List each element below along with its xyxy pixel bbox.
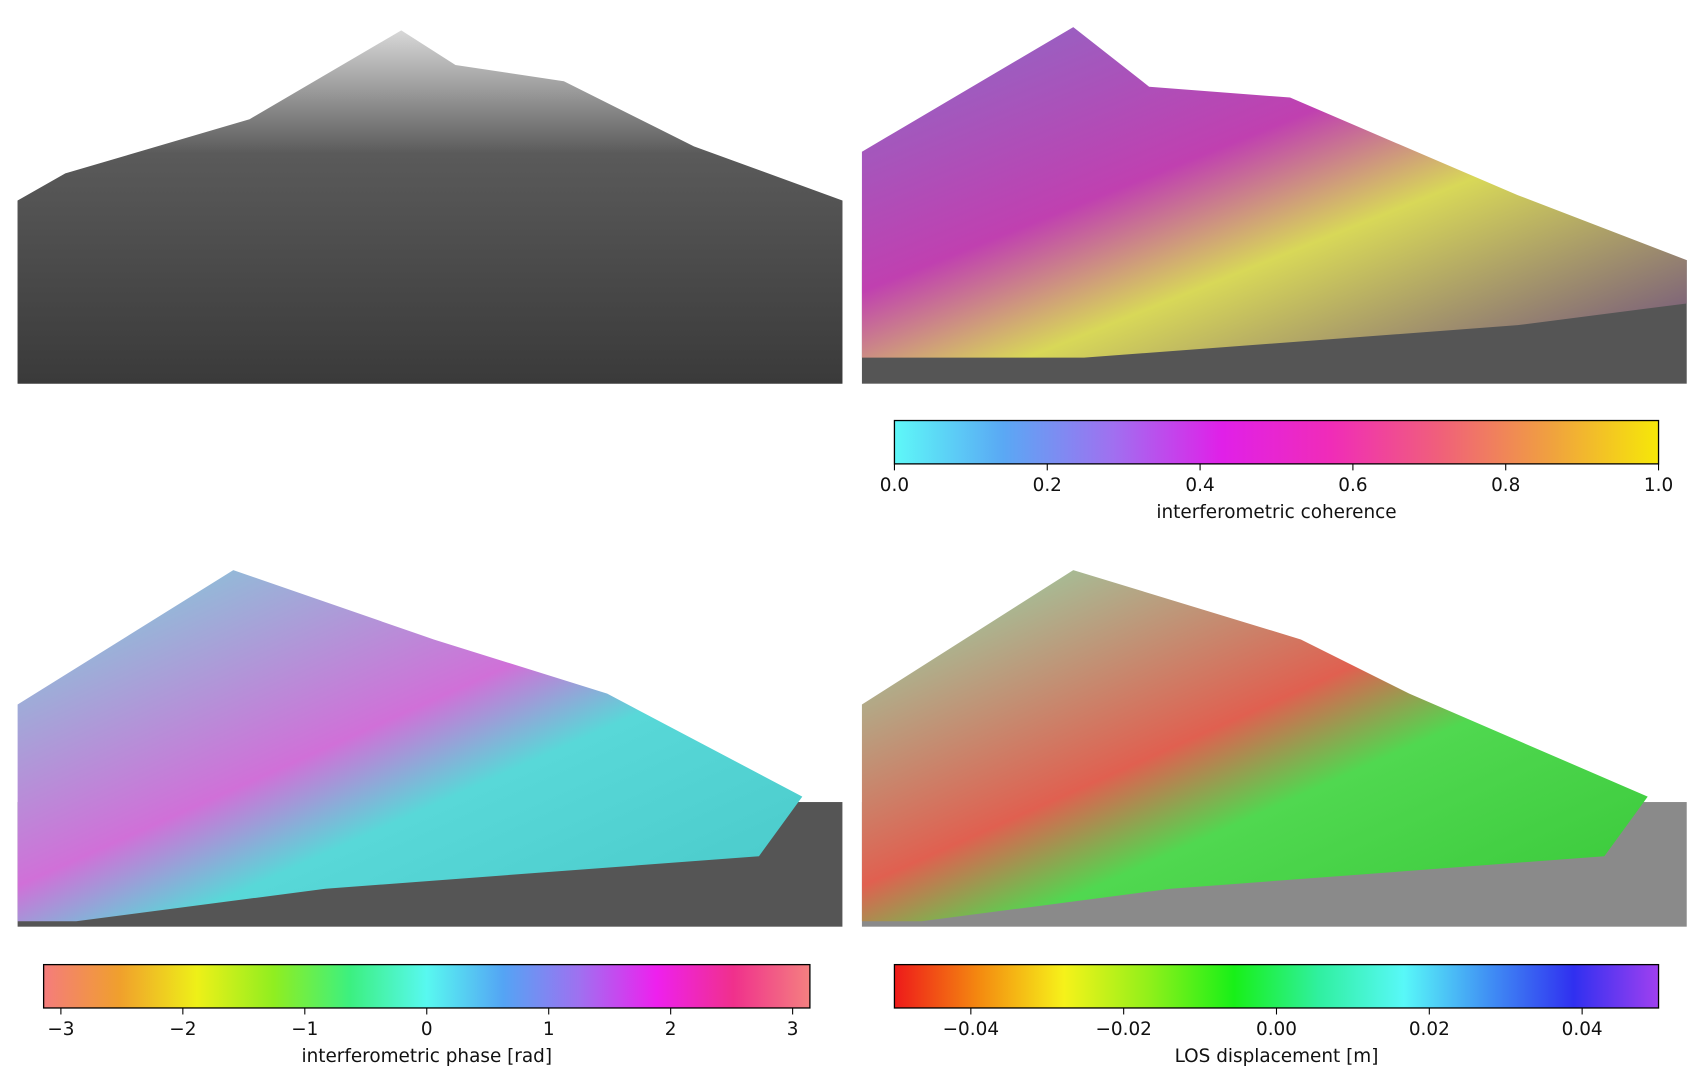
colorbar — [893, 963, 1660, 1009]
tick-label: 0.2 — [1033, 475, 1062, 496]
tick-label: 0.04 — [1562, 1019, 1603, 1040]
colorbar — [893, 419, 1660, 465]
coherence-panel — [861, 27, 1687, 384]
displacement-panel — [861, 570, 1687, 927]
tick-label: 0 — [421, 1019, 433, 1040]
tick-label: 3 — [787, 1019, 799, 1040]
colorbar — [42, 963, 811, 1009]
tick-label: −3 — [47, 1019, 74, 1040]
tick-label: 0.00 — [1256, 1019, 1297, 1040]
phase-panel — [17, 570, 843, 927]
axis-label: interferometric phase [rad] — [301, 1046, 552, 1067]
tick-label: 0.8 — [1491, 475, 1520, 496]
tick-label: 0.4 — [1185, 475, 1214, 496]
tick-label: 0.02 — [1409, 1019, 1450, 1040]
tick-label: 2 — [665, 1019, 677, 1040]
tick-label: −1 — [291, 1019, 318, 1040]
axis-label: LOS displacement [m] — [1175, 1046, 1379, 1067]
tick-label: −0.02 — [1095, 1019, 1151, 1040]
axis-label: interferometric coherence — [1156, 502, 1396, 523]
tick-label: 1.0 — [1644, 475, 1673, 496]
photo-panel — [17, 30, 843, 384]
tick-label: 1 — [543, 1019, 555, 1040]
tick-label: −2 — [169, 1019, 196, 1040]
tick-label: 0.6 — [1338, 475, 1367, 496]
tick-label: 0.0 — [880, 475, 909, 496]
tick-label: −0.04 — [943, 1019, 999, 1040]
